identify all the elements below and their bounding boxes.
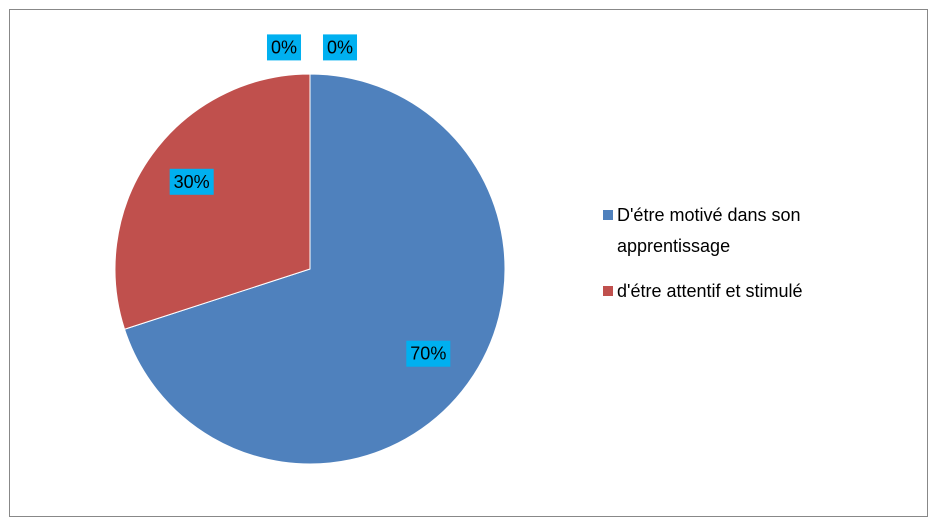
- legend-entry: d'étre attentif et stimulé: [603, 276, 833, 307]
- legend: D'étre motivé dans son apprentissage d'ét…: [603, 200, 833, 321]
- data-label-box: [266, 34, 302, 61]
- data-label-text: 0%: [327, 37, 353, 57]
- data-label: 0%: [322, 34, 358, 61]
- pie-slice: [114, 73, 311, 330]
- legend-label: d'étre attentif et stimulé: [617, 281, 803, 301]
- data-label: 0%: [266, 34, 302, 61]
- legend-swatch: [603, 210, 613, 220]
- data-label-box: [169, 168, 214, 195]
- data-label-text: 70%: [410, 344, 446, 364]
- legend-label: D'étre motivé dans son apprentissage: [617, 205, 801, 256]
- data-label-text: 30%: [174, 172, 210, 192]
- data-label-box: [322, 34, 358, 61]
- legend-swatch: [603, 286, 613, 296]
- data-label: 70%: [406, 340, 451, 367]
- legend-entry: D'étre motivé dans son apprentissage: [603, 200, 833, 262]
- data-label: 30%: [169, 168, 214, 195]
- data-label-text: 0%: [271, 37, 297, 57]
- data-label-box: [406, 340, 451, 367]
